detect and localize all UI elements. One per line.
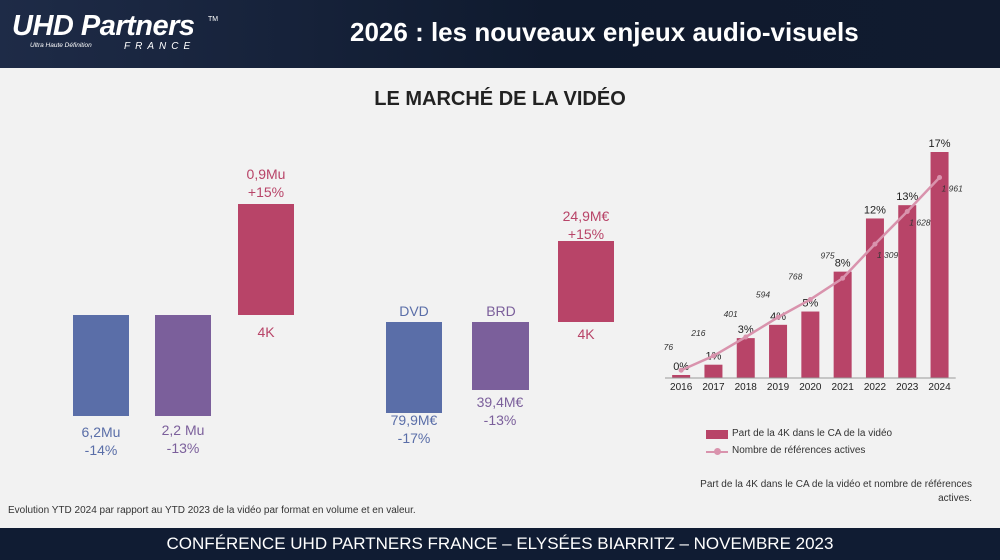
value-brd-category: BRD <box>486 303 516 319</box>
value-4k-change: +15% <box>567 226 605 242</box>
references-point-2022 <box>872 241 878 247</box>
x-tick-2020: 2020 <box>799 382 822 393</box>
share-bar-2020 <box>801 311 820 378</box>
references-label-2024: 1 961 <box>942 183 964 193</box>
legend-marker-icon <box>714 448 721 455</box>
uhd-partners-logo: UHD Partners TM Ultra Haute Définition F… <box>12 8 218 60</box>
share-bar-2016 <box>672 375 691 378</box>
x-tick-2017: 2017 <box>702 382 725 393</box>
slide-title: 2026 : les nouveaux enjeux audio-visuels <box>350 17 859 47</box>
share-label-2024: 17% <box>929 138 951 150</box>
volume-brd-value: 2,2 Mu <box>161 422 205 438</box>
value-dvd-category: DVD <box>399 303 429 319</box>
references-point-2020 <box>807 296 813 302</box>
chart-caption: Part de la 4K dans le CA de la vidéo et … <box>700 479 972 504</box>
value-4k-category: 4K <box>577 326 595 342</box>
slide-body <box>0 68 1000 528</box>
references-label-2017: 216 <box>690 328 705 338</box>
value-dvd-bar <box>386 322 442 413</box>
references-label-2018: 401 <box>724 309 738 319</box>
share-label-2022: 12% <box>864 204 886 216</box>
share-bar-2021 <box>833 271 852 378</box>
references-point-2024 <box>937 174 943 180</box>
legend-share-label: Part de la 4K dans le CA de la vidéo <box>732 428 893 439</box>
legend-bar-swatch <box>706 430 728 439</box>
value-brd-change: -13% <box>483 412 517 428</box>
share-bar-2019 <box>769 324 788 378</box>
footnote: Evolution YTD 2024 par rapport au YTD 20… <box>8 505 416 516</box>
share-label-2023: 13% <box>896 191 918 203</box>
volume-4k-bar <box>238 204 294 315</box>
x-tick-2021: 2021 <box>832 382 855 393</box>
x-tick-2016: 2016 <box>670 382 693 393</box>
logo-wordmark: UHD Partners <box>12 10 195 42</box>
volume-dvd-value: 6,2Mu <box>81 424 121 440</box>
references-point-2019 <box>775 314 781 320</box>
value-brd-bar <box>472 322 529 390</box>
references-label-2016: 76 <box>664 342 674 352</box>
share-bar-2017 <box>704 364 723 378</box>
share-label-2021: 8% <box>835 258 851 270</box>
references-point-2021 <box>840 275 846 281</box>
share-bar-2024 <box>930 152 949 378</box>
value-dvd-change: -17% <box>397 430 431 446</box>
x-tick-2019: 2019 <box>767 382 790 393</box>
legend-references-label: Nombre de références actives <box>732 445 866 456</box>
volume-4k-category: 4K <box>257 324 275 340</box>
x-tick-2024: 2024 <box>928 382 951 393</box>
value-brd-value: 39,4M€ <box>476 394 524 410</box>
share-bar-2023 <box>898 205 917 378</box>
share-label-2016: 0% <box>673 361 689 373</box>
footer-bar: CONFÉRENCE UHD PARTNERS FRANCE – ELYSÉES… <box>0 528 1000 560</box>
references-label-2020: 768 <box>788 271 802 281</box>
references-label-2022: 1 309 <box>877 250 899 260</box>
value-4k-bar <box>558 241 614 322</box>
references-label-2023: 1 628 <box>909 218 931 228</box>
volume-brd-bar <box>155 315 211 416</box>
references-point-2017 <box>710 353 716 359</box>
references-label-2021: 975 <box>820 250 834 260</box>
references-point-2016 <box>678 367 684 373</box>
value-4k-value: 24,9M€ <box>562 208 610 224</box>
volume-dvd-bar <box>73 315 129 416</box>
volume-dvd-change: -14% <box>84 442 118 458</box>
section-title: LE MARCHÉ DE LA VIDÉO <box>374 88 626 110</box>
share-bar-2022 <box>865 218 884 378</box>
header-bar: UHD Partners TM Ultra Haute Définition F… <box>0 0 1000 68</box>
logo-trademark: TM <box>208 16 219 23</box>
logo-country: FRANCE <box>124 41 196 52</box>
volume-brd-change: -13% <box>166 440 200 456</box>
references-point-2018 <box>743 334 749 340</box>
x-tick-2023: 2023 <box>896 382 919 393</box>
x-tick-2018: 2018 <box>735 382 758 393</box>
volume-4k-value: 0,9Mu <box>246 166 286 182</box>
volume-4k-change: +15% <box>247 184 285 200</box>
4k-share-chart: 0%20161%20173%20184%20195%20208%202112%2… <box>664 138 964 393</box>
value-dvd-value: 79,9M€ <box>390 412 438 428</box>
references-point-2023 <box>904 209 910 215</box>
x-tick-2022: 2022 <box>864 382 887 393</box>
share-bar-2018 <box>736 338 755 378</box>
references-label-2019: 594 <box>756 289 770 299</box>
logo-subtitle: Ultra Haute Définition <box>30 42 92 49</box>
